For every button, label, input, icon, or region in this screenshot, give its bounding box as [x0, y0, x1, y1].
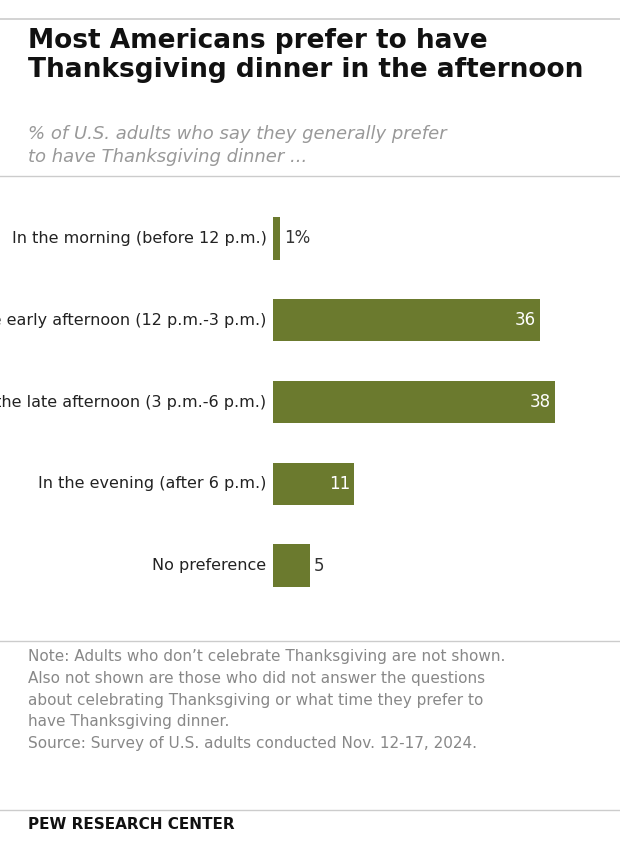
Text: In the late afternoon (3 p.m.-6 p.m.): In the late afternoon (3 p.m.-6 p.m.)	[0, 395, 267, 409]
Text: PEW RESEARCH CENTER: PEW RESEARCH CENTER	[28, 817, 234, 832]
Text: Most Americans prefer to have
Thanksgiving dinner in the afternoon: Most Americans prefer to have Thanksgivi…	[28, 28, 583, 83]
Text: 11: 11	[329, 475, 350, 493]
Text: Note: Adults who don’t celebrate Thanksgiving are not shown.
Also not shown are : Note: Adults who don’t celebrate Thanksg…	[28, 649, 505, 751]
Text: In the evening (after 6 p.m.): In the evening (after 6 p.m.)	[38, 476, 267, 491]
Text: 38: 38	[529, 393, 551, 411]
Bar	[273, 544, 310, 587]
Text: In the early afternoon (12 p.m.-3 p.m.): In the early afternoon (12 p.m.-3 p.m.)	[0, 313, 267, 328]
Text: 5: 5	[314, 556, 324, 574]
Text: % of U.S. adults who say they generally prefer
to have Thanksgiving dinner ...: % of U.S. adults who say they generally …	[28, 125, 446, 166]
Bar	[273, 299, 540, 341]
Text: In the morning (before 12 p.m.): In the morning (before 12 p.m.)	[12, 230, 267, 246]
Text: 36: 36	[515, 311, 536, 329]
Text: No preference: No preference	[153, 558, 267, 574]
Bar	[273, 217, 280, 260]
Bar	[273, 463, 355, 505]
Bar	[273, 381, 555, 423]
Text: 1%: 1%	[284, 230, 310, 248]
